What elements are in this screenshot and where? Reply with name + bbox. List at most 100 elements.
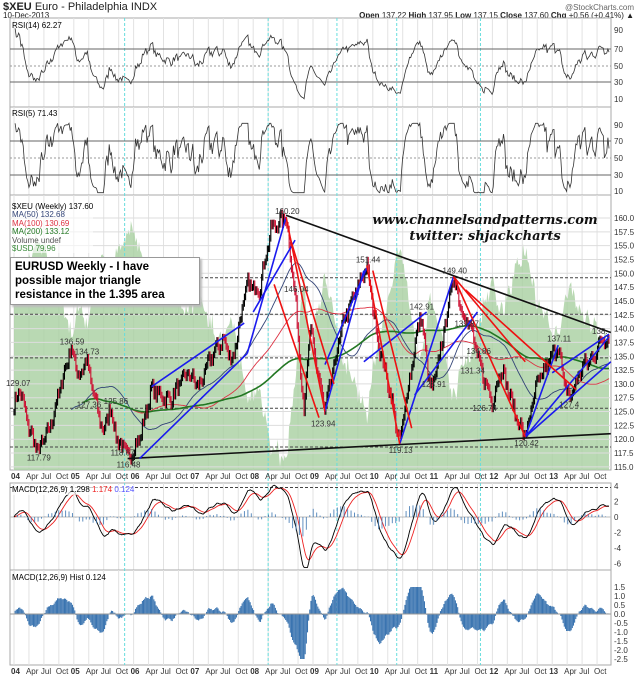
- trendline-blue: [551, 333, 610, 374]
- trendline-red: [285, 216, 326, 412]
- macd-line: [13, 484, 610, 568]
- price-label-text: 160.20: [275, 207, 300, 216]
- price-axis-label: 117.5: [614, 449, 634, 458]
- trendline-blue: [252, 239, 296, 313]
- trendline-red: [372, 270, 413, 429]
- macd-axis-label: -2: [614, 529, 622, 538]
- price-axis-label: 145.0: [614, 297, 635, 306]
- price-label: 127.36: [77, 400, 102, 409]
- x-axis-label: Jul: [161, 667, 171, 676]
- x-axis-label: Jul: [460, 472, 470, 481]
- panel-frame: [9, 106, 612, 196]
- x-axis-label: Apr: [86, 667, 99, 676]
- price-axis-label: 150.0: [614, 269, 635, 278]
- price-axis-label: 142.5: [614, 311, 635, 320]
- macd-axis-label: 2: [614, 498, 619, 507]
- trendline-blue: [524, 336, 610, 438]
- trendline-red: [464, 289, 577, 391]
- trendline-blue: [139, 352, 248, 460]
- price-label-text: 134.73: [75, 348, 100, 357]
- price-axis-label: 130.0: [614, 380, 635, 389]
- x-axis-label: Oct: [116, 667, 129, 676]
- rsi-axis-label: 70: [614, 45, 623, 54]
- price-label: 123.94: [311, 419, 336, 428]
- price-label-text: 142.91: [410, 303, 435, 312]
- x-axis-label: Jul: [400, 472, 410, 481]
- chg-value: +0.56 (+0.41%) ▲: [568, 11, 634, 20]
- x-axis-label: 11: [430, 472, 439, 481]
- x-axis-label: Oct: [474, 472, 487, 481]
- x-axis-label: Oct: [295, 667, 308, 676]
- hist-axis-label: 1.5: [614, 583, 626, 592]
- x-axis-label: Apr: [504, 472, 517, 481]
- price-label-text: 118.67: [111, 449, 135, 458]
- x-axis-label: Oct: [415, 667, 428, 676]
- hist-axis-label: 0.5: [614, 601, 626, 610]
- price-axis-label: 160.0: [614, 214, 635, 223]
- annotation-note: EURUSD Weekly - I have possible major tr…: [10, 257, 200, 305]
- x-axis-label: 06: [131, 667, 140, 676]
- price-axis-label: 140.0: [614, 325, 635, 334]
- chg-label: Chg: [550, 11, 567, 20]
- trendline-red: [452, 276, 527, 438]
- trendline-black: [285, 214, 612, 334]
- x-axis-label: Apr: [445, 472, 458, 481]
- x-axis-label: Apr: [445, 667, 458, 676]
- hist-axis-label: -1.5: [614, 637, 628, 646]
- price-axis-label: 137.5: [614, 338, 635, 347]
- rsi-axis-label: 90: [614, 26, 623, 35]
- x-axis-label: Jul: [519, 472, 529, 481]
- x-axis-label: Jul: [460, 667, 470, 676]
- x-axis-label: 08: [250, 472, 259, 481]
- price-label-text: 116.48: [117, 461, 141, 470]
- price-label-text: 125.86: [104, 397, 129, 406]
- rsi-axis-label: 10: [614, 187, 623, 196]
- price-label-text: 146.04: [284, 285, 309, 294]
- rsi-axis-label: 50: [614, 154, 623, 163]
- price-label-text: 127.4: [559, 400, 580, 409]
- hist-axis-label: -0.5: [614, 619, 628, 628]
- x-axis-label: 12: [489, 472, 498, 481]
- symbol: $XEU: [3, 1, 32, 13]
- trendline-blue: [246, 216, 287, 354]
- x-axis-label: Oct: [534, 472, 547, 481]
- open-label: Open: [359, 11, 380, 20]
- high-label: High: [408, 11, 427, 20]
- price-label: 136.59: [60, 337, 85, 346]
- x-axis-label: Apr: [26, 472, 39, 481]
- price-axis-label: 157.5: [614, 228, 635, 237]
- price-label: 134.86: [466, 347, 491, 356]
- x-axis-label: 13: [549, 667, 558, 676]
- x-axis-label: Jul: [400, 667, 410, 676]
- price-label-text: 127.36: [77, 400, 102, 409]
- price-axis-label: 135.0: [614, 352, 635, 361]
- x-axis-label: Oct: [175, 667, 188, 676]
- copyright: @StockCharts.com: [564, 3, 634, 12]
- price-label-text: 131.34: [460, 366, 485, 375]
- x-axis-label: Apr: [325, 667, 338, 676]
- watermark-url: www.channelsandpatterns.com: [372, 213, 598, 228]
- legend-ma200: MA(200) 133.12: [12, 227, 70, 237]
- price-label-text: 137.11: [547, 335, 571, 344]
- x-axis-label: Oct: [56, 667, 69, 676]
- price-label: 138.: [592, 327, 608, 336]
- trendline-red: [366, 265, 401, 445]
- x-axis-label: 07: [190, 472, 199, 481]
- hist-legend: MACD(12,26,9) Hist 0.124: [12, 573, 106, 582]
- x-axis-label: Oct: [355, 472, 368, 481]
- ma50-line: [71, 262, 610, 431]
- x-axis-label: Apr: [325, 472, 338, 481]
- price-label: 131.34: [460, 366, 485, 375]
- rsi-axis-label: 10: [614, 95, 623, 104]
- rsi-axis-label: 90: [614, 121, 623, 130]
- x-axis-label: Oct: [534, 667, 547, 676]
- macd-axis-label: -6: [614, 560, 622, 569]
- price-label: 128.91: [422, 380, 447, 389]
- rsi-axis-label: 30: [614, 171, 623, 180]
- macd-value: MACD(12,26,9) 1.298: [12, 485, 90, 494]
- x-axis-label: Oct: [415, 472, 428, 481]
- price-label-text: 134.86: [466, 347, 491, 356]
- rsi14-line: [14, 28, 610, 100]
